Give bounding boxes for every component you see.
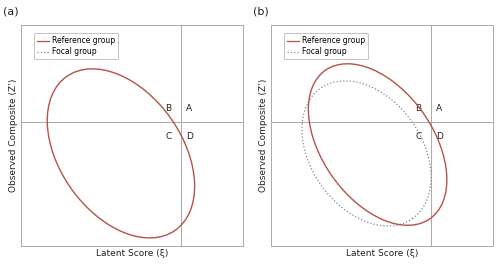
Text: (b): (b) [254, 6, 269, 16]
X-axis label: Latent Score (ξ): Latent Score (ξ) [346, 249, 418, 258]
Legend: Reference group, Focal group: Reference group, Focal group [34, 33, 118, 59]
Text: B: B [166, 104, 172, 113]
Text: A: A [436, 104, 442, 113]
Text: B: B [416, 104, 422, 113]
Text: D: D [186, 132, 193, 141]
Text: A: A [186, 104, 192, 113]
Text: C: C [166, 132, 172, 141]
X-axis label: Latent Score (ξ): Latent Score (ξ) [96, 249, 168, 258]
Text: C: C [416, 132, 422, 141]
Legend: Reference group, Focal group: Reference group, Focal group [284, 33, 368, 59]
Text: D: D [436, 132, 443, 141]
Y-axis label: Observed Composite (Z’): Observed Composite (Z’) [10, 79, 18, 192]
Y-axis label: Observed Composite (Z’): Observed Composite (Z’) [260, 79, 268, 192]
Text: (a): (a) [4, 6, 19, 16]
